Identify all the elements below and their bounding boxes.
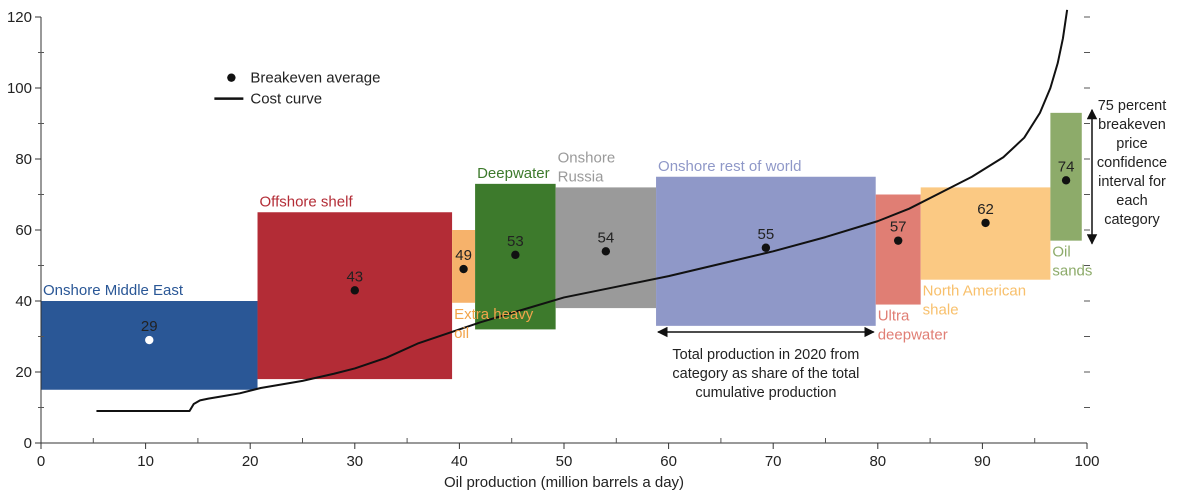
category-box-7: [920, 187, 1051, 280]
category-box-6: [875, 194, 921, 305]
production-note-line-0: Total production in 2020 from: [672, 347, 859, 363]
x-tick-label-7: 70: [765, 453, 782, 470]
breakeven-dot-3: [511, 250, 520, 260]
category-label-2-1: oil: [454, 325, 469, 342]
y-tick-label-1: 20: [15, 364, 32, 381]
x-axis-ticks: 0 10 20 30 40 50 60 70 80 90 100: [37, 438, 1100, 470]
y-axis-ticks: 0 20 40 60 80 100 120: [7, 9, 44, 452]
cost-curve-layer: [96, 9, 1069, 413]
breakeven-dot-8: [1061, 176, 1071, 185]
breakeven-dot-5: [761, 243, 771, 252]
cost-curve-line: [96, 9, 1069, 413]
x-tick-label-9: 90: [974, 453, 991, 470]
x-tick-label-10: 100: [1074, 453, 1099, 470]
x-tick-label-1: 10: [137, 453, 154, 470]
x-tick-label-0: 0: [37, 453, 45, 470]
x-axis-title: Oil production (million barrels a day): [444, 474, 684, 491]
legend-breakeven-average: Breakeven average: [250, 70, 380, 87]
breakeven-dot-7: [981, 218, 990, 228]
x-tick-label-6: 60: [660, 453, 677, 470]
axes: 0 10 20 30 40 50 60 70 80 90 100 0 20 40 60 80 100 120 O…: [7, 9, 1100, 491]
breakeven-dots: [145, 176, 1071, 345]
breakeven-value-3: 53: [507, 233, 524, 250]
confidence-interval-annotation: 75 percent breakeven price confidence interv…: [1086, 98, 1167, 245]
breakeven-dot-0: [145, 335, 154, 345]
category-box-1: [257, 212, 453, 380]
right-axis-ticks: [1084, 16, 1090, 408]
x-tick-label-2: 20: [242, 453, 259, 470]
confidence-note-line-1: breakeven: [1098, 117, 1166, 133]
production-note-line-1: category as share of the total: [672, 366, 859, 382]
category-label-8-0: Oil: [1052, 244, 1070, 261]
y-tick-label-6: 120: [7, 9, 32, 26]
y-tick-label-3: 60: [15, 222, 32, 239]
confidence-note-line-5: each: [1116, 193, 1147, 209]
category-labels: Onshore Middle East Offshore shelf Extra h…: [43, 149, 1092, 343]
category-label-6-0: Ultra: [878, 308, 910, 325]
y-tick-label-4: 80: [15, 151, 32, 168]
breakeven-value-labels: 29 43 49 53 54 55 57 62 74: [141, 158, 1075, 335]
category-label-8-1: sands: [1052, 263, 1092, 280]
breakeven-value-8: 74: [1058, 158, 1075, 175]
confidence-note-line-6: category: [1104, 212, 1160, 228]
breakeven-value-6: 57: [890, 219, 907, 236]
category-label-1-0: Offshore shelf: [260, 193, 354, 210]
category-label-6-1: deepwater: [878, 327, 948, 344]
category-label-7-1: shale: [923, 302, 959, 319]
category-label-0-0: Onshore Middle East: [43, 282, 184, 299]
breakeven-value-4: 54: [597, 229, 614, 246]
breakeven-value-1: 43: [346, 268, 363, 285]
breakeven-value-2: 49: [455, 247, 472, 264]
breakeven-dot-6: [893, 236, 903, 245]
legend-cost-curve: Cost curve: [250, 91, 322, 108]
category-label-3-0: Deepwater: [477, 165, 550, 182]
confidence-note-line-4: interval for: [1098, 174, 1166, 190]
breakeven-value-0: 29: [141, 318, 158, 335]
breakeven-dot-2: [459, 264, 468, 274]
confidence-note-line-2: price: [1116, 136, 1147, 152]
y-tick-label-2: 40: [15, 293, 32, 310]
legend-dot-marker: [227, 73, 236, 82]
confidence-note-line-3: confidence: [1097, 155, 1167, 171]
category-label-4-0: Onshore: [558, 149, 616, 166]
category-label-7-0: North American: [923, 283, 1026, 300]
y-tick-label-5: 100: [7, 80, 32, 97]
breakeven-dot-4: [601, 247, 611, 256]
category-label-2-0: Extra heavy: [454, 306, 534, 323]
confidence-note-line-0: 75 percent: [1098, 98, 1167, 114]
legend: Breakeven average Cost curve: [214, 70, 380, 108]
breakeven-dot-1: [350, 286, 359, 295]
category-label-5-0: Onshore rest of world: [658, 158, 801, 175]
category-box-0: [41, 301, 258, 390]
x-tick-label-4: 40: [451, 453, 468, 470]
x-tick-label-5: 50: [556, 453, 573, 470]
breakeven-value-7: 62: [977, 201, 994, 218]
category-label-4-1: Russia: [558, 168, 605, 185]
production-share-annotation: Total production in 2020 from category as…: [656, 326, 875, 401]
y-tick-label-0: 0: [24, 435, 32, 452]
breakeven-value-5: 55: [758, 226, 775, 243]
x-tick-label-3: 30: [346, 453, 363, 470]
x-tick-label-8: 80: [869, 453, 886, 470]
production-note-line-2: cumulative production: [695, 385, 836, 401]
